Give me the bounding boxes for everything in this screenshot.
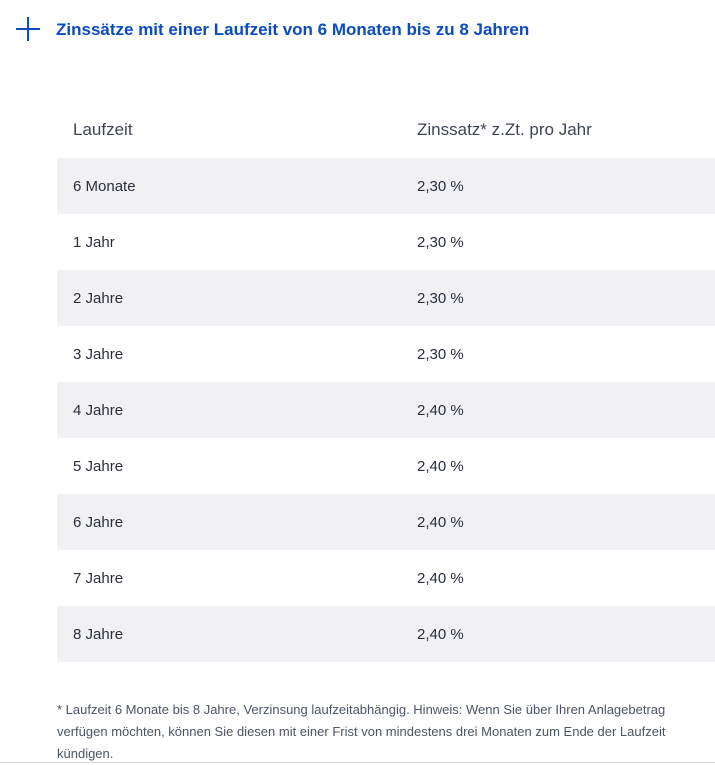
rate-cell: 2,40 % [417,457,464,475]
table-row: 4 Jahre 2,40 % [57,382,715,438]
rate-cell: 2,30 % [417,177,464,195]
plus-icon[interactable] [16,17,40,41]
table-row: 5 Jahre 2,40 % [57,438,715,494]
rate-cell: 2,40 % [417,513,464,531]
interest-rates-table: Laufzeit Zinssatz* z.Zt. pro Jahr 6 Mona… [57,102,715,662]
footnote: * Laufzeit 6 Monate bis 8 Jahre, Verzins… [57,702,666,761]
term-cell: 3 Jahre [73,345,124,363]
table-row: 3 Jahre 2,30 % [57,326,715,382]
rate-cell: 2,30 % [417,233,464,251]
table-row: 7 Jahre 2,40 % [57,550,715,606]
rate-cell: 2,40 % [417,625,464,643]
rate-cell: 2,30 % [417,345,464,363]
term-cell: 1 Jahr [73,233,115,251]
header-term: Laufzeit [73,120,133,139]
rate-cell: 2,30 % [417,289,464,307]
table-row: 2 Jahre 2,30 % [57,270,715,326]
table-row: 6 Jahre 2,40 % [57,494,715,550]
header-rate: Zinssatz* z.Zt. pro Jahr [417,120,592,139]
table-header-row: Laufzeit Zinssatz* z.Zt. pro Jahr [57,102,715,158]
term-cell: 4 Jahre [73,401,124,419]
rate-cell: 2,40 % [417,401,464,419]
term-cell: 8 Jahre [73,625,124,643]
table-row: 1 Jahr 2,30 % [57,214,715,270]
rate-cell: 2,40 % [417,569,464,587]
table-row: 8 Jahre 2,40 % [57,606,715,662]
term-cell: 6 Jahre [73,513,124,531]
term-cell: 6 Monate [73,177,136,195]
table-row: 6 Monate 2,30 % [57,158,715,214]
term-cell: 2 Jahre [73,289,124,307]
term-cell: 7 Jahre [73,569,124,587]
accordion-title[interactable]: Zinssätze mit einer Laufzeit von 6 Monat… [56,20,530,39]
accordion-header[interactable]: Zinssätze mit einer Laufzeit von 6 Monat… [0,0,715,62]
term-cell: 5 Jahre [73,457,124,475]
